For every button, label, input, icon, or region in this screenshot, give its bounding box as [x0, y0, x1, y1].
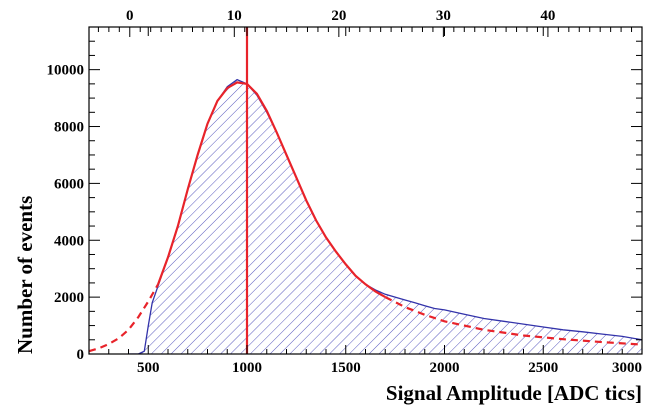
x-tick-label: 1500 [331, 360, 361, 376]
fit-line [157, 81, 386, 299]
y-tick-label: 8000 [54, 120, 84, 136]
x-tick-label: 1000 [232, 360, 262, 376]
y-tick-label: 0 [77, 347, 85, 363]
x-tick-label: 2000 [430, 360, 460, 376]
top-axis-tick-label: 40 [540, 8, 555, 24]
x-tick-label: 3000 [612, 360, 642, 376]
top-axis-tick-label: 20 [331, 8, 346, 24]
histogram-fill [128, 79, 642, 354]
y-axis-title: Number of events [13, 196, 37, 354]
x-tick-label: 500 [137, 360, 160, 376]
fit-extrapolation-line-3 [384, 296, 642, 346]
top-axis-tick-label: 10 [227, 8, 242, 24]
x-axis-title: Signal Amplitude [ADC tics] [386, 381, 642, 405]
y-tick-label: 2000 [54, 290, 84, 306]
top-axis-tick-label: 30 [436, 8, 451, 24]
axis-ticks: 500 1000 1500 2000 2500 3000 0 2000 4000 6000 8000… [47, 8, 643, 376]
y-tick-label: 6000 [54, 176, 84, 192]
plot-marks [89, 27, 642, 354]
y-tick-label: 4000 [54, 233, 84, 249]
top-axis-tick-label: 0 [126, 8, 134, 24]
x-tick-label: 2500 [528, 360, 558, 376]
y-tick-label: 10000 [47, 63, 85, 79]
fit-extrapolation-line-2 [89, 283, 160, 353]
